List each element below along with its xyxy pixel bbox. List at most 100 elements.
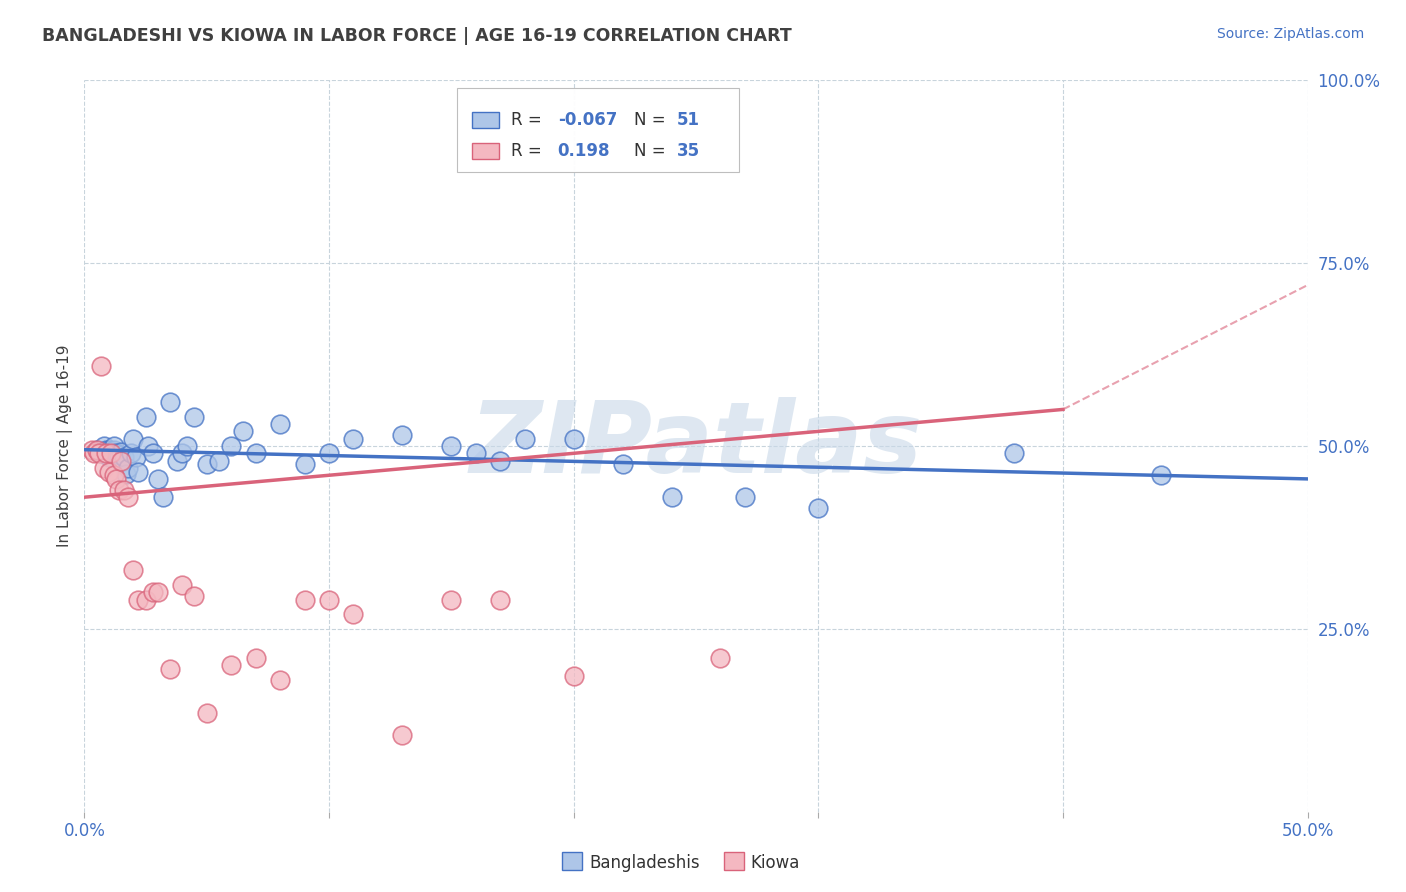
Point — [183, 589, 205, 603]
Point — [489, 453, 512, 467]
Point — [103, 468, 125, 483]
Point — [232, 425, 254, 439]
FancyBboxPatch shape — [457, 87, 738, 171]
Point — [195, 706, 218, 720]
Point — [513, 432, 536, 446]
Point — [97, 442, 120, 457]
Point — [245, 446, 267, 460]
Point — [93, 461, 115, 475]
Point — [294, 458, 316, 472]
Point — [146, 585, 169, 599]
Point — [86, 442, 108, 457]
Point — [807, 501, 830, 516]
Point — [1150, 468, 1173, 483]
Point — [709, 651, 731, 665]
Text: Bangladeshis: Bangladeshis — [589, 855, 700, 872]
Point — [661, 490, 683, 504]
Point — [97, 465, 120, 479]
Point — [112, 450, 135, 464]
Text: ZIPatlas: ZIPatlas — [470, 398, 922, 494]
Bar — [472, 112, 499, 128]
Point — [172, 446, 194, 460]
Point — [219, 439, 242, 453]
Point — [83, 446, 105, 460]
Text: R =: R = — [512, 111, 543, 128]
Point — [342, 607, 364, 622]
Text: R =: R = — [512, 142, 543, 160]
Point — [152, 490, 174, 504]
Point — [391, 728, 413, 742]
Point — [103, 442, 125, 457]
Point — [269, 673, 291, 687]
Point — [440, 592, 463, 607]
Point — [105, 472, 128, 486]
Point — [100, 446, 122, 460]
Point — [105, 446, 128, 460]
Point — [87, 446, 110, 460]
Point — [172, 578, 194, 592]
Point — [117, 490, 139, 504]
Point — [391, 428, 413, 442]
Point — [612, 458, 634, 472]
Point — [166, 453, 188, 467]
Point — [294, 592, 316, 607]
Point — [90, 446, 112, 460]
Point — [120, 446, 142, 460]
Point — [80, 442, 103, 457]
Point — [115, 467, 138, 481]
Point — [107, 448, 129, 462]
Point — [136, 439, 159, 453]
Text: 0.198: 0.198 — [558, 142, 610, 160]
Point — [122, 432, 145, 446]
Point — [110, 445, 132, 459]
Point — [176, 439, 198, 453]
Point — [489, 592, 512, 607]
Text: BANGLADESHI VS KIOWA IN LABOR FORCE | AGE 16-19 CORRELATION CHART: BANGLADESHI VS KIOWA IN LABOR FORCE | AG… — [42, 27, 792, 45]
Point — [245, 651, 267, 665]
Point — [269, 417, 291, 431]
Point — [110, 453, 132, 467]
Point — [159, 395, 181, 409]
Point — [93, 439, 115, 453]
Point — [342, 432, 364, 446]
Point — [318, 592, 340, 607]
Point — [127, 465, 149, 479]
Point — [107, 483, 129, 497]
Text: Source: ZipAtlas.com: Source: ZipAtlas.com — [1216, 27, 1364, 41]
Point — [90, 359, 112, 373]
Point — [142, 585, 165, 599]
Point — [112, 483, 135, 497]
Point — [318, 446, 340, 460]
Point — [464, 446, 486, 460]
Point — [86, 442, 108, 457]
Y-axis label: In Labor Force | Age 16-19: In Labor Force | Age 16-19 — [58, 344, 73, 548]
Point — [562, 669, 585, 683]
Text: 51: 51 — [676, 111, 699, 128]
Point — [195, 458, 218, 472]
Point — [135, 409, 157, 424]
Point — [562, 432, 585, 446]
Text: N =: N = — [634, 142, 665, 160]
Point — [127, 592, 149, 607]
Point — [97, 450, 120, 464]
Point — [96, 442, 118, 457]
Point — [142, 446, 165, 460]
Point — [208, 453, 231, 467]
Text: N =: N = — [634, 111, 665, 128]
Point — [183, 409, 205, 424]
Text: Kiowa: Kiowa — [751, 855, 800, 872]
Point — [146, 472, 169, 486]
Point — [1002, 446, 1025, 460]
Point — [110, 455, 132, 469]
Bar — [472, 143, 499, 159]
Point — [122, 563, 145, 577]
Point — [125, 450, 148, 464]
Point — [135, 592, 157, 607]
Point — [734, 490, 756, 504]
Point — [219, 658, 242, 673]
Point — [100, 446, 122, 460]
Text: -0.067: -0.067 — [558, 111, 617, 128]
Point — [96, 446, 118, 460]
Point — [103, 439, 125, 453]
Point — [440, 439, 463, 453]
